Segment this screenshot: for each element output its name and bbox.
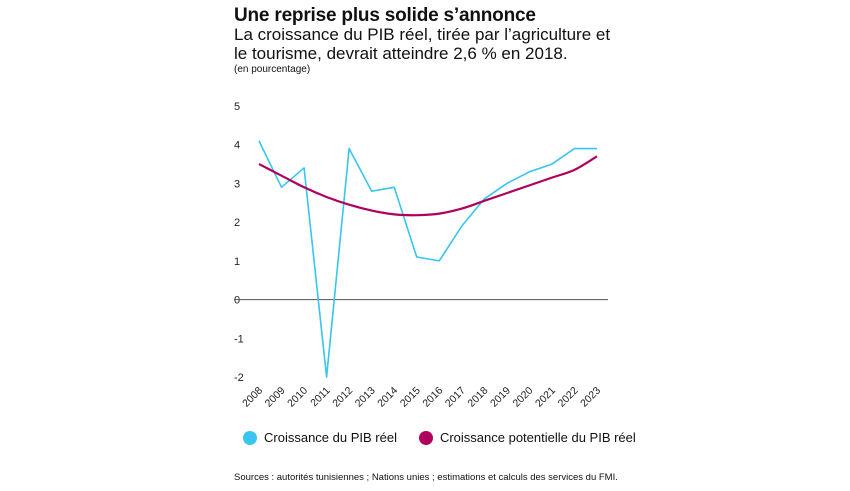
legend-swatch-real-gdp [243, 430, 257, 445]
x-tick-label: 2015 [398, 385, 423, 410]
unit-label: (en pourcentage) [234, 64, 311, 75]
y-tick-label: 5 [234, 101, 240, 113]
y-tick-label: 3 [234, 178, 240, 190]
legend-swatch-potential-gdp [418, 430, 433, 445]
x-tick-label: 2010 [285, 385, 310, 410]
series-line-real-gdp [258, 140, 597, 378]
x-tick-label: 2008 [240, 385, 265, 410]
y-tick-label: 0 [234, 295, 240, 307]
x-tick-label: 2017 [443, 385, 468, 410]
x-tick-label: 2009 [263, 385, 288, 410]
x-tick-label: 2016 [420, 385, 445, 410]
x-tick-label: 2023 [578, 385, 603, 410]
x-tick-label: 2020 [511, 385, 536, 410]
legend-item-potential-gdp: Croissance potentielle du PIB réel [418, 430, 636, 445]
chart-subtitle: La croissance du PIB réel, tirée par l’a… [234, 25, 611, 63]
y-tick-label: -1 [234, 333, 244, 345]
y-tick-label: 4 [234, 140, 240, 152]
source-note: Sources : autorités tunisiennes ; Nation… [234, 472, 618, 483]
x-tick-label: 2018 [465, 385, 490, 410]
series-line-potential-gdp [258, 155, 598, 217]
x-tick-label: 2013 [353, 385, 378, 410]
x-tick-label: 2022 [556, 385, 581, 410]
x-tick-label: 2014 [375, 385, 400, 410]
legend-label-real-gdp: Croissance du PIB réel [264, 430, 397, 445]
legend-label-potential-gdp: Croissance potentielle du PIB réel [439, 430, 636, 445]
legend: Croissance du PIB réel Croissance potent… [243, 430, 658, 445]
x-tick-label: 2011 [308, 385, 333, 410]
y-tick-label: -2 [234, 372, 244, 384]
legend-item-real-gdp: Croissance du PIB réel [243, 430, 397, 445]
x-tick-label: 2021 [533, 385, 558, 410]
y-tick-label: 2 [234, 217, 240, 229]
y-tick-label: 1 [234, 256, 240, 268]
line-chart: 543210-1-2200820092010201120122013201420… [234, 101, 608, 410]
x-tick-label: 2019 [488, 385, 513, 410]
x-tick-label: 2012 [330, 385, 355, 410]
chart-title: Une reprise plus solide s’annonce [234, 5, 536, 26]
